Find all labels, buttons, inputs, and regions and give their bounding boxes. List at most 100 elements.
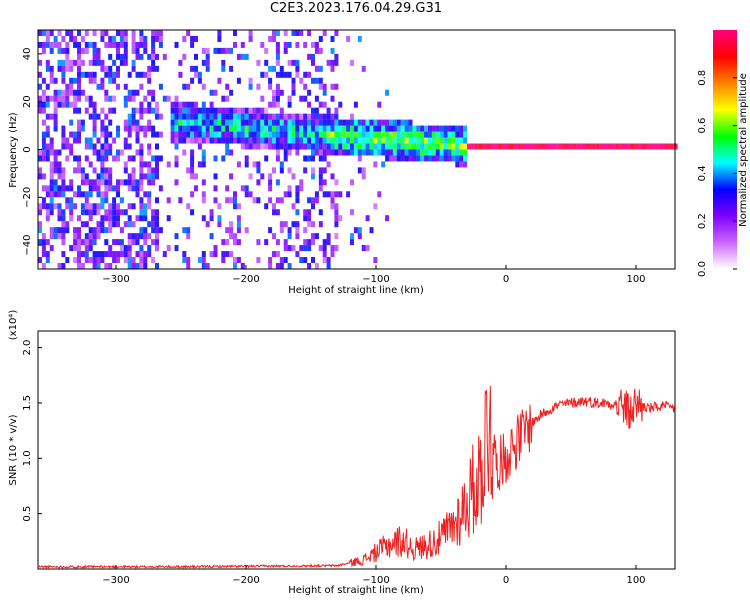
spectrogram-cell [178, 107, 183, 114]
spectrogram-cell [357, 125, 362, 132]
spectrogram-cell [116, 155, 120, 162]
spectrogram-cell [155, 239, 159, 246]
spectrogram-cell [279, 113, 284, 120]
spectrogram-cell [65, 227, 70, 234]
spectrogram-cell [100, 161, 105, 168]
spectrogram-cell [311, 167, 315, 174]
spectrogram-cell [174, 245, 179, 252]
spectrogram-cell [77, 47, 81, 54]
spectrogram-cell [537, 143, 542, 150]
spectrogram-cell [311, 143, 315, 150]
spectrogram-cell [147, 149, 152, 156]
spectrogram-cell [162, 95, 167, 102]
spectrogram-cell [45, 203, 50, 210]
spectrogram-cell [322, 239, 327, 246]
spectrogram-cell [116, 47, 120, 54]
spectrogram-cell [318, 47, 323, 54]
spectrogram-cell [252, 131, 257, 138]
spectrogram-cell [275, 29, 280, 36]
spectrogram-cell [77, 161, 81, 168]
spectrogram-cell [119, 53, 124, 60]
spectrogram-cell [73, 131, 78, 138]
spectrogram-cell [151, 227, 156, 234]
spectrogram-cell [330, 197, 335, 204]
spectrogram-cell [57, 215, 62, 222]
colorbar-tick-label: 0.4 [697, 165, 708, 181]
spectrogram-cell [322, 131, 327, 138]
spectrogram-cell [322, 119, 327, 126]
spectrogram-cell [61, 215, 66, 222]
spectrogram-cell [248, 113, 253, 120]
spectrogram-cell [342, 119, 347, 126]
spectrogram-cell [275, 119, 280, 126]
spectrogram-cell [634, 143, 639, 150]
spectrogram-cell [201, 113, 206, 120]
spectrogram-cell [77, 239, 81, 246]
spectrogram-cell [139, 155, 144, 162]
spectrogram-cell [443, 125, 448, 132]
spectrogram-cell [49, 209, 54, 216]
spectrogram-cell [139, 245, 144, 252]
spectrogram-cell [299, 257, 304, 264]
spectrogram-cell [646, 143, 651, 150]
spectrogram-cell [174, 155, 179, 162]
spectrogram-cell [346, 131, 351, 138]
spectrogram-cell [53, 227, 58, 234]
spectrogram-cell [197, 161, 202, 168]
spectrogram-cell [400, 149, 405, 156]
spectrogram-cell [116, 149, 120, 156]
spectrogram-cell [73, 239, 78, 246]
spectrogram-cell [268, 77, 273, 84]
spectrogram-cell [314, 77, 319, 84]
spectrogram-cell [463, 155, 468, 162]
spectrogram-cell [307, 29, 312, 36]
spectrogram-cell [217, 125, 222, 132]
spectrogram-cell [248, 173, 253, 180]
colorbar: 0.00.20.40.60.8 Normalized spectral ampl… [697, 30, 749, 277]
spectrogram-cell [299, 119, 304, 126]
spectrogram-cell [318, 119, 323, 126]
spectrogram-cell [131, 221, 136, 228]
spectrogram-cell [658, 143, 663, 150]
spectrogram-cell [178, 71, 183, 78]
spectrogram-cell [143, 209, 148, 216]
spectrogram-cell [57, 29, 62, 36]
spectrogram-cell [428, 125, 432, 132]
spectrogram-cell [45, 155, 50, 162]
spectrogram-cell [229, 251, 234, 258]
spectrogram-cell [123, 245, 128, 252]
spectrogram-cell [41, 197, 46, 204]
spectrogram-cell [334, 203, 339, 210]
spectrogram-cell [61, 251, 66, 258]
spectrogram-cell [45, 83, 50, 90]
spectrogram-cell [217, 47, 222, 54]
spectrogram-cell [84, 209, 89, 216]
spectrogram-cell [186, 119, 191, 126]
spectrogram-cell [357, 143, 362, 150]
spectrogram-cell [365, 137, 370, 144]
spectrogram-cell [287, 119, 292, 126]
spectrogram-cell [350, 125, 354, 132]
spectrogram-cell [424, 149, 429, 156]
spectrogram-cell [334, 29, 339, 36]
colorbar-tick-label: 0.2 [697, 213, 708, 229]
spectrogram-cell [84, 197, 89, 204]
spectrogram-cell [303, 95, 308, 102]
spectrogram-cell [272, 101, 276, 108]
spectrogram-cell [279, 131, 284, 138]
spectrogram-cell [77, 77, 81, 84]
spectrogram-cell [84, 245, 89, 252]
spectrogram-cell [311, 197, 315, 204]
spectrogram-cell [53, 149, 58, 156]
spectrogram-cell [139, 251, 144, 258]
spectrogram-cell [248, 143, 253, 150]
spectrogram-cell [233, 191, 237, 198]
spectrogram-cell [123, 95, 128, 102]
spectrogram-cell [350, 119, 354, 126]
spectrogram-cell [225, 143, 230, 150]
spectrogram-cell [155, 197, 159, 204]
spectrogram-cell [412, 137, 417, 144]
spectrogram-cell [408, 131, 413, 138]
spectrogram-cell [248, 119, 253, 126]
spectrogram-cell [77, 29, 81, 36]
